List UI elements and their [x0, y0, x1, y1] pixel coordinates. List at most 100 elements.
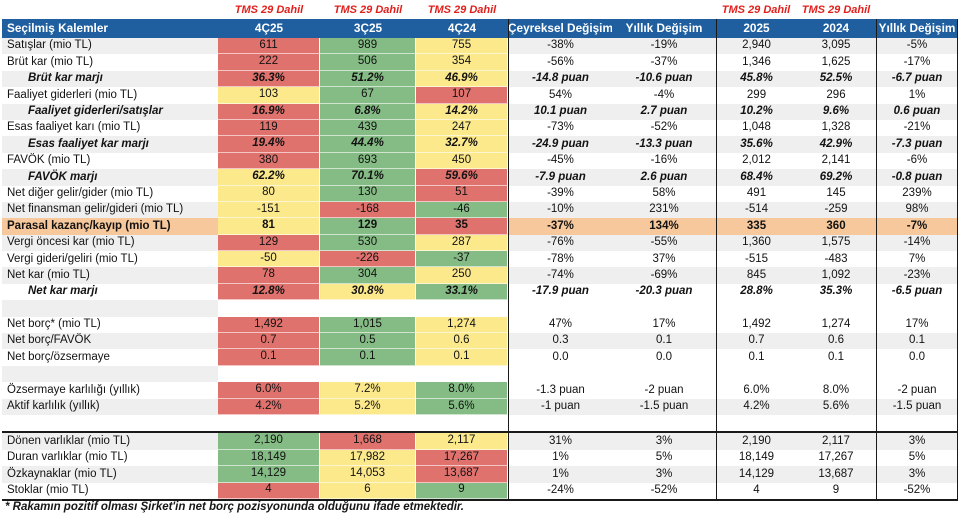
value-cell: 1%	[508, 466, 612, 483]
spacer-cell	[716, 365, 796, 383]
value-cell: 36.3%	[218, 70, 320, 88]
value-cell: 250	[416, 267, 508, 284]
value-cell: 0.1	[612, 333, 716, 350]
value-cell: -74%	[508, 267, 612, 284]
value-cell: -0.8 puan	[876, 169, 958, 186]
value-cell: -20.3 puan	[635, 285, 693, 298]
tms29-note: TMS 29 Dahil	[427, 4, 497, 16]
value-cell: -52%	[876, 482, 958, 499]
value-cell: 1,492	[716, 316, 796, 334]
spacer-cell	[508, 365, 612, 383]
value-cell: 1,668	[320, 433, 416, 450]
value-cell: 0.7	[218, 333, 320, 350]
value-cell: 6	[320, 482, 416, 499]
value-cell: 5.6%	[796, 398, 876, 415]
value-cell: -73%	[508, 119, 612, 137]
header-col-2024: 2024	[822, 20, 850, 35]
value-cell: 247	[416, 119, 508, 137]
spacer-cell	[508, 300, 612, 317]
value-cell: 14.2%	[416, 103, 508, 120]
value-cell: 0.1	[218, 349, 320, 366]
value-cell: 5%	[876, 449, 958, 467]
value-cell: -6.5 puan	[876, 283, 958, 301]
value-cell: 54%	[508, 87, 612, 104]
value-cell: 70.1%	[320, 169, 416, 186]
value-cell: -39%	[508, 185, 612, 202]
table-row: Net borç* (mio TL) 1,492 1,015 1,274 47% 17% 1…	[2, 316, 958, 334]
row-label: Net kar marjı	[28, 285, 98, 298]
value-cell: 130	[320, 185, 416, 202]
value-cell: 2,190	[218, 433, 320, 450]
value-cell: 67	[320, 87, 416, 104]
value-cell: -6%	[876, 152, 958, 170]
value-cell: 755	[416, 38, 508, 55]
spacer-cell	[218, 366, 320, 382]
row-label: FAVÖK (mio TL)	[7, 154, 91, 167]
value-cell: 9	[832, 483, 840, 496]
row-label: Net finansman gelir/gideri (mio TL)	[2, 201, 218, 219]
value-cell: 9.6%	[796, 103, 876, 120]
value-cell: 0.3	[508, 333, 612, 350]
value-cell: 13,687	[796, 466, 876, 483]
value-cell: -78%	[508, 251, 612, 268]
value-cell: 80	[218, 185, 320, 202]
value-cell: 845	[716, 267, 796, 284]
value-cell: -37%	[650, 55, 678, 68]
value-cell: -76%	[508, 234, 612, 252]
value-cell: 68.4%	[716, 169, 796, 186]
value-cell: -16%	[650, 154, 678, 167]
row-label: Dönen varlıklar (mio TL)	[2, 433, 218, 450]
table-row: Brüt kar (mio TL) 222 506 354 -56% -37% 1,346 1…	[2, 54, 958, 71]
spacer-row	[2, 414, 958, 432]
value-cell: -1.3 puan	[508, 382, 612, 399]
value-cell: 0.0	[656, 350, 672, 363]
value-cell: 17%	[876, 316, 958, 334]
value-cell: 7.2%	[320, 382, 416, 399]
row-label: Faaliyet giderleri (mio TL)	[7, 88, 138, 101]
row-label: Parasal kazanç/kayıp (mio TL)	[2, 218, 218, 235]
value-cell: 59.6%	[416, 169, 508, 186]
value-cell: 3,095	[796, 38, 876, 55]
row-label: Özsermaye karlılığı (yıllık)	[7, 383, 140, 396]
value-cell: 1,492	[218, 316, 320, 334]
spacer-cell	[796, 415, 876, 431]
tms29-note: TMS 29 Dahil	[333, 4, 403, 16]
row-label: Vergi gideri/geliri (mio TL)	[7, 252, 138, 265]
value-cell: 0.1	[828, 350, 844, 363]
value-cell: 6.0%	[218, 382, 320, 399]
value-cell: 693	[320, 152, 416, 170]
value-cell: 8.0%	[416, 382, 508, 399]
value-cell: 6.0%	[716, 382, 796, 399]
table-body: Satışlar (mio TL) 611 989 755 -38% -19% 2,940 3…	[2, 38, 958, 501]
value-cell: 1%	[876, 87, 958, 104]
footnote: * Rakamın pozitif olması Şirket'in net b…	[5, 501, 464, 513]
value-cell: -7%	[876, 218, 958, 235]
value-cell: 69.2%	[796, 169, 876, 186]
row-label: Brüt kar marjı	[2, 70, 218, 88]
row-label: Aktif karlılık (yıllık)	[2, 398, 218, 415]
spacer-cell	[320, 300, 416, 316]
value-cell: -259	[796, 201, 876, 219]
row-label: Esas faaliyet kar marjı	[2, 136, 218, 153]
header-col-quarterly-change: Çeyreksel Değişim	[508, 19, 612, 38]
value-cell: 1,048	[716, 119, 796, 137]
tms-spacer	[2, 3, 218, 18]
spacer-cell	[612, 366, 716, 382]
tms-spacer	[508, 3, 612, 18]
header-col-3c25: 3Ç25	[353, 20, 383, 35]
header-col-yearly-change: Yıllık Değişim	[625, 20, 703, 35]
value-cell: 16.9%	[218, 103, 320, 120]
value-cell: 1,092	[796, 267, 876, 284]
value-cell: 1,575	[796, 234, 876, 252]
spacer-cell	[218, 300, 320, 316]
value-cell: 33.1%	[416, 283, 508, 301]
table-row: Net finansman gelir/gideri (mio TL) -151-…	[2, 201, 958, 219]
value-cell: 35.6%	[716, 136, 796, 153]
spacer-row	[2, 300, 958, 317]
value-cell: 0.6 puan	[876, 103, 958, 120]
value-cell: -14%	[876, 234, 958, 252]
value-cell: 1,328	[821, 121, 851, 134]
value-cell: 0.5	[320, 333, 416, 350]
spacer-cell	[716, 300, 796, 317]
table-row: Aktif karlılık (yıllık) 4.2% 5.2% 5.6% -1 pu…	[2, 398, 958, 415]
